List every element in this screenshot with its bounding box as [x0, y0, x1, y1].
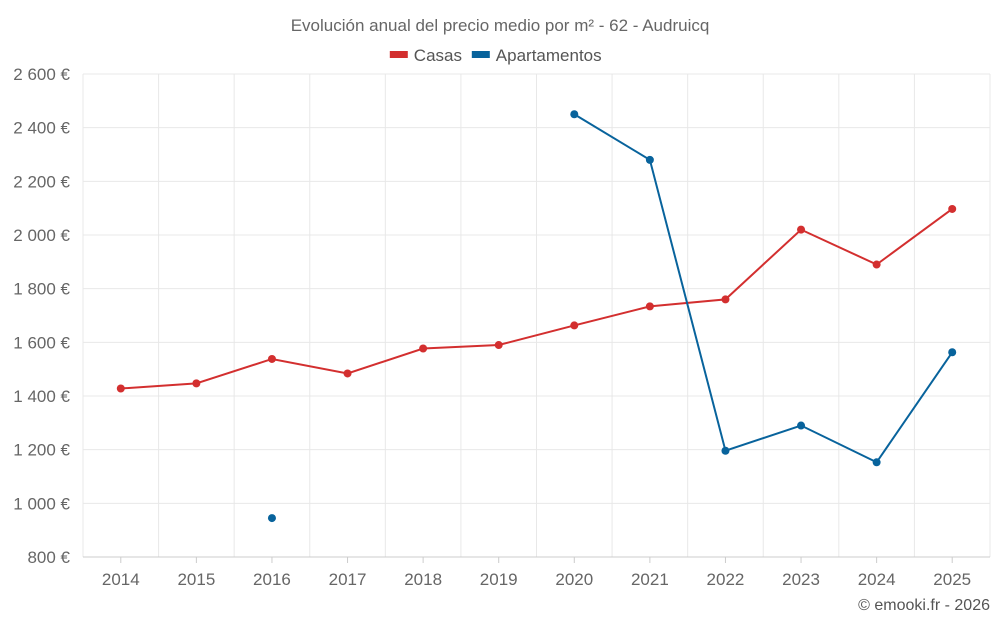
y-tick-label: 1 400 €	[13, 387, 70, 406]
data-point-casas-2020	[570, 321, 579, 330]
x-tick-label: 2015	[177, 570, 215, 589]
x-tick-label: 2014	[102, 570, 140, 589]
y-tick-label: 1 200 €	[13, 441, 70, 460]
data-point-casas-2024	[872, 260, 881, 269]
data-point-casas-2017	[343, 369, 352, 378]
x-tick-label: 2025	[933, 570, 971, 589]
x-tick-label: 2019	[480, 570, 518, 589]
series-apartamentos	[267, 110, 957, 523]
data-point-casas-2025	[948, 204, 957, 213]
data-point-casas-2022	[721, 295, 730, 304]
data-point-casas-2021	[645, 302, 654, 311]
chart-title: Evolución anual del precio medio por m² …	[291, 16, 710, 35]
y-tick-label: 1 800 €	[13, 280, 70, 299]
data-point-apartamentos-2022	[721, 446, 730, 455]
x-tick-label: 2017	[329, 570, 367, 589]
axes: 800 € 1 000 € 1 200 € 1 400 € 1 600 € 1 800 €…	[13, 65, 990, 589]
data-point-casas-2023	[797, 225, 806, 234]
series-layer	[116, 110, 957, 523]
y-tick-label: 2 200 €	[13, 172, 70, 191]
legend: Casas Apartamentos	[389, 46, 602, 65]
x-tick-label: 2024	[858, 570, 896, 589]
data-point-casas-2019	[494, 341, 503, 350]
legend-item-casas: Casas	[389, 46, 462, 65]
data-point-apartamentos-2016	[267, 514, 276, 523]
x-tick-label: 2023	[782, 570, 820, 589]
y-tick-label: 2 400 €	[13, 119, 70, 138]
data-point-casas-2014	[116, 384, 125, 393]
data-point-apartamentos-2024	[872, 458, 881, 467]
legend-label: Apartamentos	[496, 46, 602, 65]
gridlines	[82, 73, 991, 558]
y-tick-label: 2 000 €	[13, 226, 70, 245]
credit-text: © emooki.fr - 2026	[858, 597, 990, 614]
data-point-casas-2015	[192, 379, 201, 388]
data-point-apartamentos-2020	[570, 110, 579, 119]
x-tick-label: 2022	[707, 570, 745, 589]
x-tick-label: 2018	[404, 570, 442, 589]
series-casas	[116, 204, 957, 393]
legend-swatch	[471, 51, 490, 58]
legend-item-apartamentos: Apartamentos	[471, 46, 602, 65]
y-tick-label: 1 000 €	[13, 494, 70, 513]
data-point-casas-2016	[267, 354, 276, 363]
data-point-apartamentos-2021	[645, 155, 654, 164]
y-tick-label: 2 600 €	[13, 65, 70, 84]
legend-label: Casas	[414, 46, 462, 65]
x-tick-label: 2021	[631, 570, 669, 589]
series-line-casas	[120, 208, 953, 390]
x-tick-label: 2020	[555, 570, 593, 589]
x-tick-label: 2016	[253, 570, 291, 589]
data-point-apartamentos-2025	[948, 348, 957, 357]
y-tick-label: 1 600 €	[13, 333, 70, 352]
legend-swatch	[389, 51, 408, 58]
data-point-apartamentos-2023	[797, 421, 806, 430]
y-tick-label: 800 €	[27, 548, 70, 567]
series-line-apartamentos	[573, 113, 954, 464]
data-point-casas-2018	[419, 344, 428, 353]
